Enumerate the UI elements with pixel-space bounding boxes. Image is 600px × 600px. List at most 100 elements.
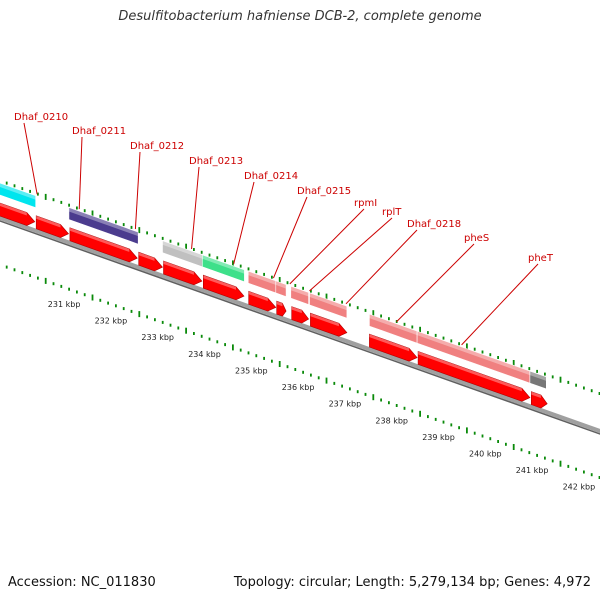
gc-outer-dot (551, 375, 554, 379)
gc-inner-dot (536, 453, 538, 457)
gc-outer-dot (255, 270, 258, 274)
cds-arrow (0, 202, 36, 226)
cds-highlight (310, 313, 339, 327)
gc-outer-dot (76, 206, 78, 210)
cds-highlight (248, 291, 268, 302)
gc-outer-dot (29, 189, 31, 193)
axis-tick-label: 236 kbp (282, 383, 315, 392)
gc-inner-dot (567, 464, 570, 468)
gc-outer-dot (271, 275, 273, 279)
gc-outer-dot (232, 260, 234, 267)
feature-highlight (248, 271, 276, 285)
gc-inner-dot (450, 423, 453, 427)
gc-inner-dot (372, 394, 375, 401)
gc-inner-dot (349, 387, 351, 391)
cds-highlight (36, 215, 61, 228)
gc-outer-dot (60, 200, 63, 204)
gc-inner-dot (239, 348, 242, 352)
gc-outer-dot (583, 386, 585, 390)
gc-skew-track-inner (5, 265, 600, 479)
gc-inner-dot (52, 282, 55, 286)
feature-highlight (369, 314, 418, 336)
gene-label: Dhaf_0218 (407, 219, 461, 230)
gene-label: Dhaf_0214 (244, 171, 298, 182)
gc-outer-dot (177, 242, 180, 246)
gc-outer-dot (13, 184, 16, 188)
cds-arrow (163, 260, 203, 286)
axis-tick-label: 240 kbp (469, 450, 502, 459)
cds-arrow (417, 350, 531, 402)
gc-inner-dot (380, 398, 382, 402)
gc-inner-dot (115, 304, 117, 308)
cds-arrow (310, 312, 348, 337)
axis-ticks: 231 kbp 232 kbp 233 kbp 234 kbp 235 kbp 236 k… (48, 300, 595, 492)
gc-outer-dot (411, 325, 414, 329)
gc-inner-dot (434, 417, 437, 421)
feature-other (529, 370, 547, 390)
gene-label-leader (191, 166, 200, 250)
gc-outer-dot (481, 350, 484, 354)
cds-highlight (163, 261, 194, 275)
gc-inner-dot (185, 327, 187, 334)
gc-inner-dot (317, 376, 320, 380)
gc-outer-dot (528, 367, 531, 371)
gene-label-leader (272, 196, 308, 279)
cds-arrow (203, 274, 245, 301)
gc-outer-dot (239, 264, 242, 268)
gc-inner-dot (83, 293, 86, 297)
feature-ncrna (202, 254, 245, 283)
genome-summary-text: Topology: circular; Length: 5,279,134 bp… (233, 575, 591, 590)
cds-highlight (69, 227, 130, 252)
gc-inner-dot (154, 318, 156, 322)
gc-inner-dot (403, 406, 406, 410)
gc-outer-dot (83, 209, 86, 213)
gc-outer-dot (590, 389, 593, 393)
axis-tick-label: 235 kbp (235, 366, 268, 375)
axis-tick-label: 241 kbp (516, 466, 549, 475)
gc-outer-dot (286, 281, 289, 285)
gc-inner-dot (232, 344, 234, 351)
gc-outer-dot (310, 289, 312, 293)
gc-outer-dot (380, 314, 382, 318)
axis-tick-label: 234 kbp (188, 350, 221, 359)
gc-inner-dot (575, 467, 577, 471)
cds-track (0, 202, 548, 409)
gc-outer-dot (21, 187, 24, 191)
gene-label: Dhaf_0213 (189, 156, 243, 167)
gc-inner-dot (60, 284, 63, 288)
gc-outer-dot (505, 358, 507, 362)
cds-arrow (138, 251, 163, 272)
gc-outer-dot (122, 223, 125, 227)
gc-outer-dot (224, 259, 226, 263)
gc-outer-dot (37, 192, 39, 196)
cds-highlight (203, 275, 236, 290)
gc-outer-dot (115, 220, 117, 224)
axis-tick-label: 231 kbp (48, 300, 81, 309)
gc-outer-dot (466, 343, 468, 350)
gc-inner-dot (76, 290, 78, 294)
gc-inner-dot (551, 459, 554, 463)
feature-highlight (68, 207, 139, 237)
gc-inner-dot (395, 404, 398, 407)
cds-highlight (0, 203, 27, 216)
gene-label-leader (23, 122, 38, 195)
gc-outer-dot (598, 392, 600, 395)
gc-outer-dot (154, 234, 156, 238)
gc-inner-dot (388, 401, 390, 405)
gene-label-leader (396, 243, 475, 323)
gc-inner-dot (544, 456, 546, 460)
gc-outer-dot (372, 310, 375, 317)
gc-outer-dot (567, 380, 570, 384)
gc-inner-dot (458, 426, 460, 430)
gc-inner-dot (208, 337, 211, 341)
feature-highlight (309, 292, 347, 311)
gc-inner-dot (177, 326, 180, 330)
gc-inner-dot (130, 309, 133, 313)
gc-inner-dot (512, 444, 515, 450)
cds-arrow (369, 333, 418, 362)
gc-outer-dot (200, 250, 203, 254)
gc-outer-dot (544, 372, 546, 376)
gc-inner-dot (590, 473, 593, 477)
gc-inner-dot (161, 320, 164, 324)
